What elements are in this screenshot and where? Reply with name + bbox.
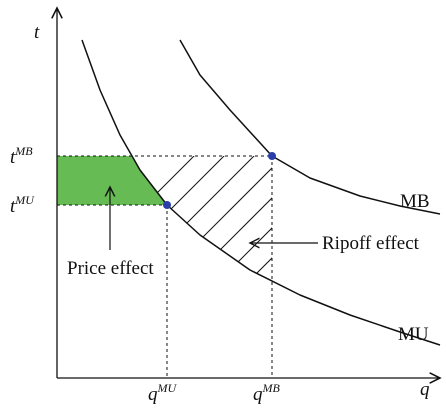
price-effect-area xyxy=(57,156,167,205)
mb-label: MB xyxy=(400,191,430,212)
y-tick-sup: MB xyxy=(14,144,33,158)
x-tick-base: q xyxy=(148,384,158,405)
y-tick: tMU xyxy=(10,193,35,217)
mu-label: MU xyxy=(398,324,429,345)
mb-point xyxy=(268,152,276,160)
y-tick: tMB xyxy=(10,144,33,168)
y-tick-sup: MU xyxy=(14,193,35,207)
mu-point xyxy=(163,201,171,209)
x-tick-sup: MU xyxy=(157,381,178,395)
y-axis-label: t xyxy=(34,22,40,43)
x-tick: qMU xyxy=(148,381,177,405)
mu-curve xyxy=(81,39,441,346)
x-tick-sup: MB xyxy=(262,381,281,395)
mb-curve xyxy=(179,39,441,215)
ripoff-effect-label: Ripoff effect xyxy=(322,233,420,254)
price-effect-label: Price effect xyxy=(67,258,154,279)
guide-lines xyxy=(57,155,273,378)
x-tick-base: q xyxy=(253,384,263,405)
y-tick-base: t xyxy=(10,147,16,168)
x-axis-label: q xyxy=(420,379,430,400)
y-tick-base: t xyxy=(10,196,16,217)
x-tick: qMB xyxy=(253,381,280,405)
